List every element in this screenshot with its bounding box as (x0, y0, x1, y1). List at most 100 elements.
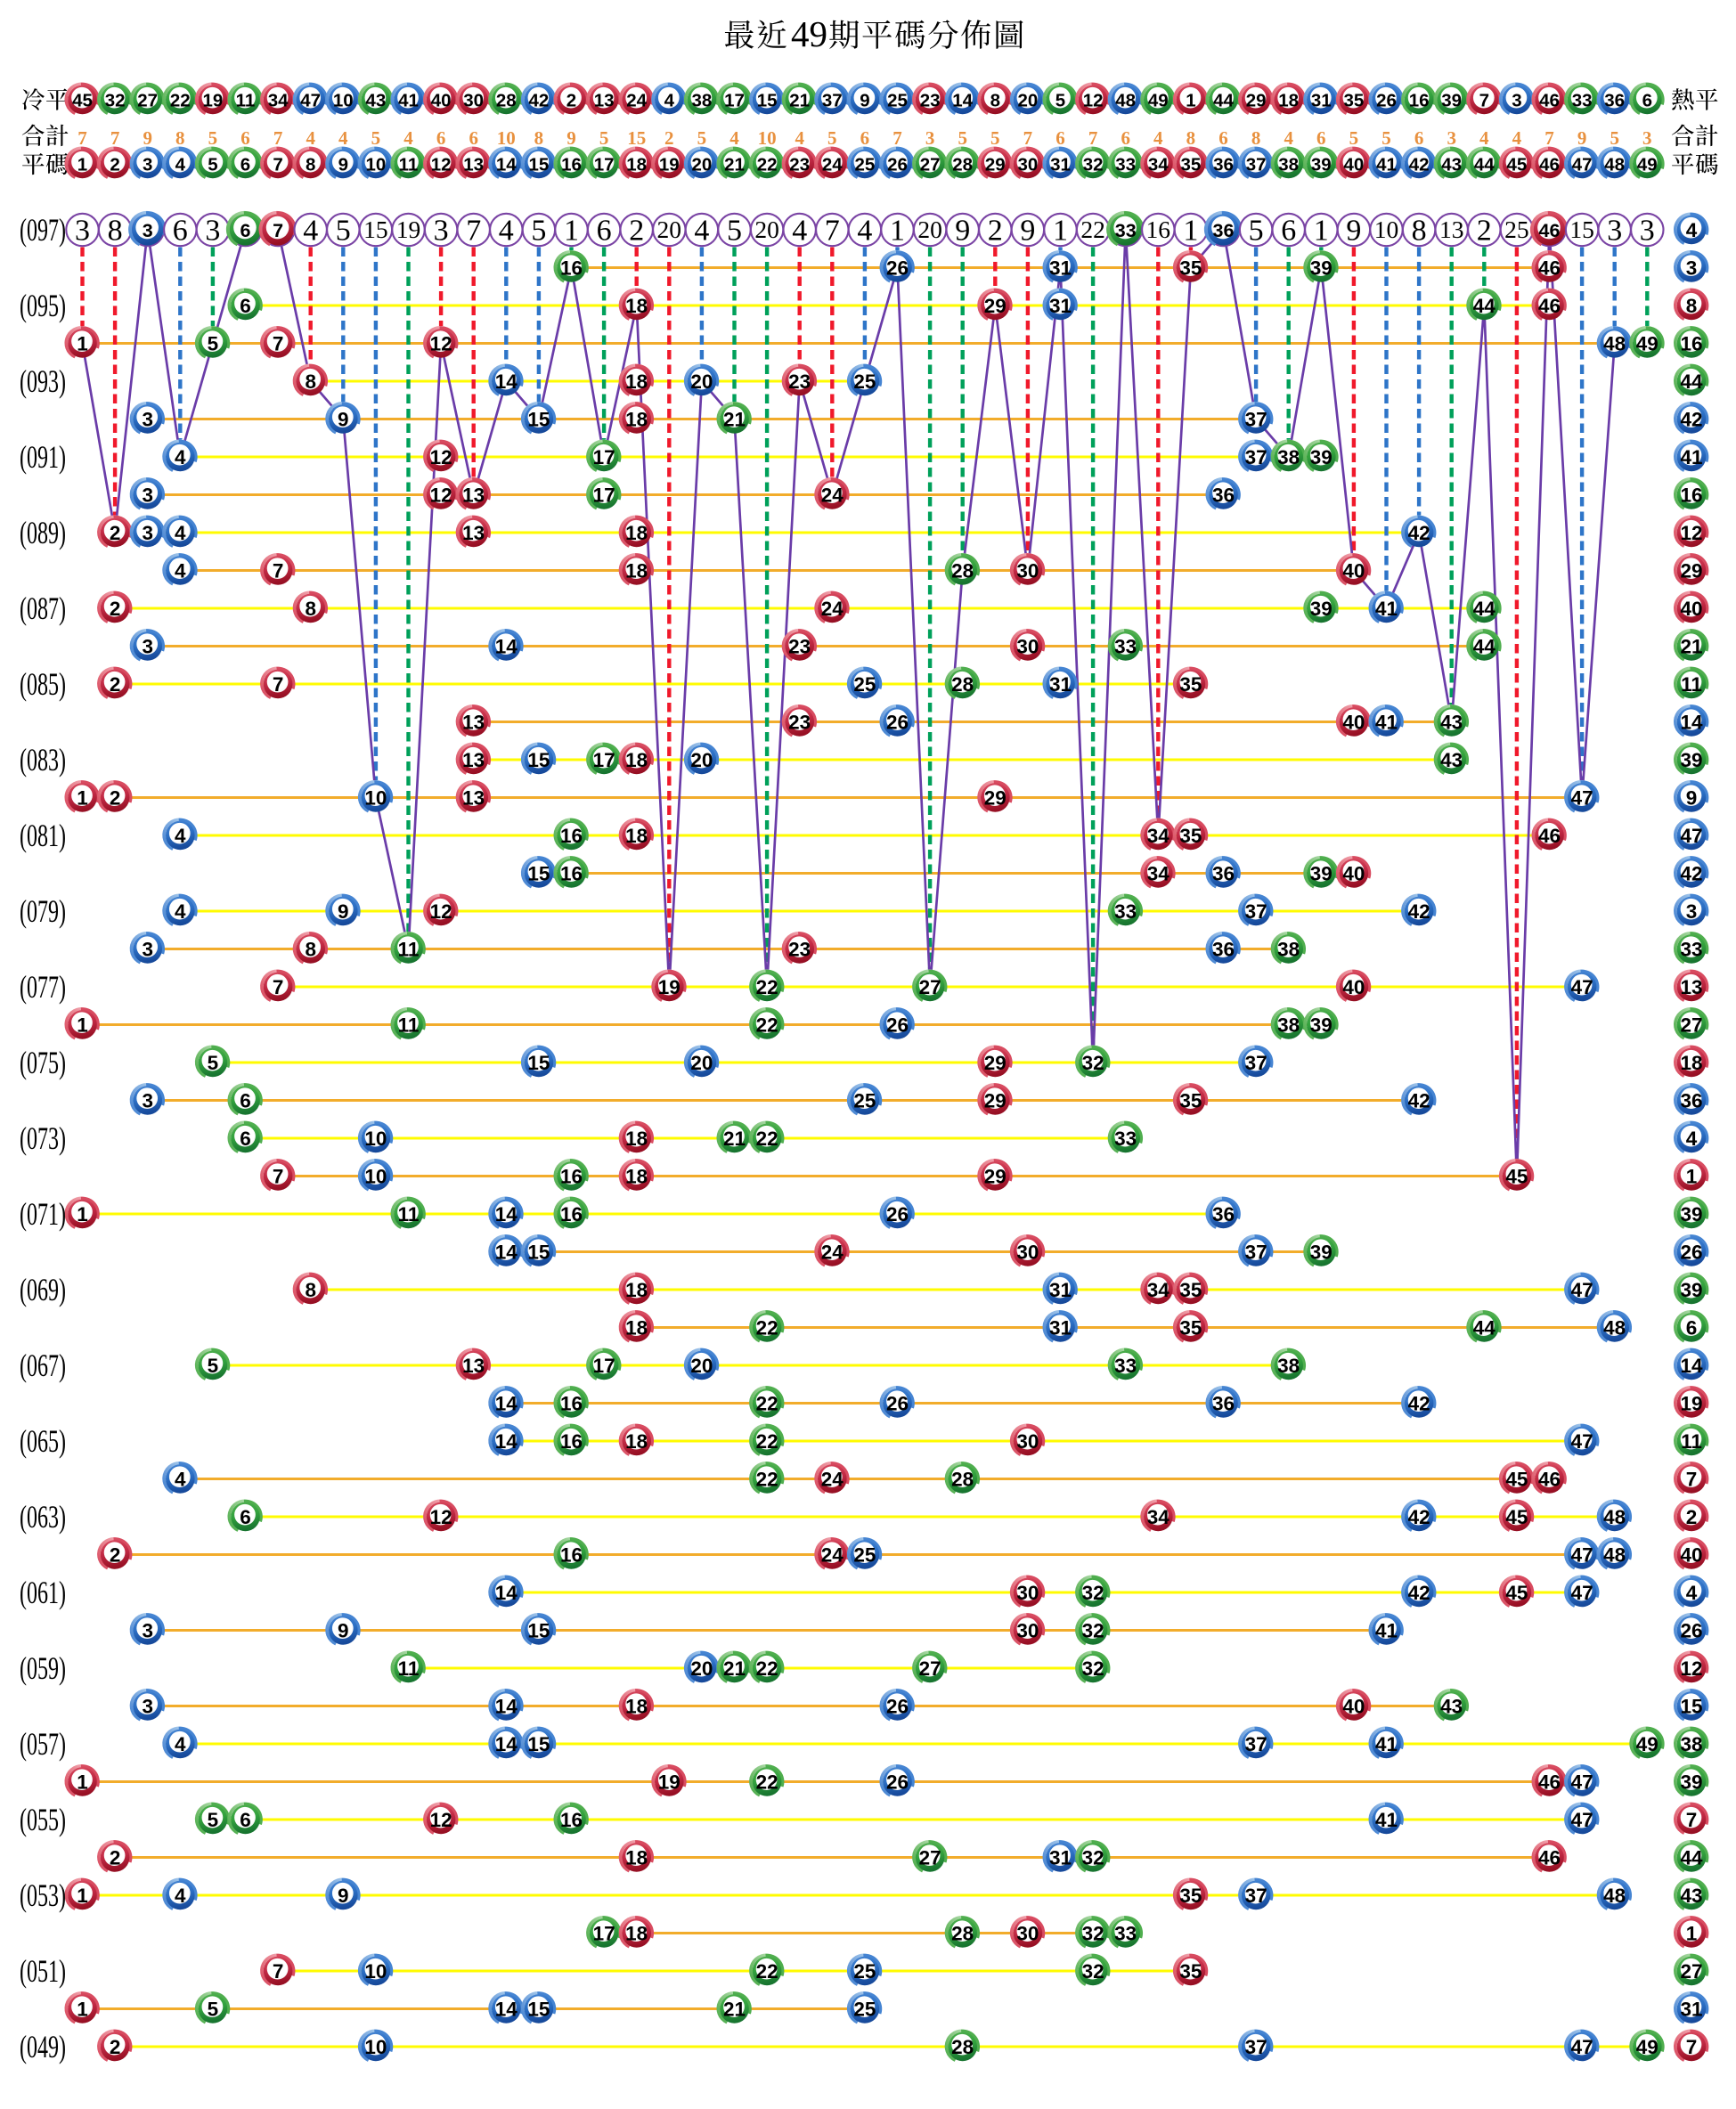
svg-text:36: 36 (1680, 1090, 1702, 1112)
svg-text:35: 35 (1179, 673, 1202, 696)
svg-text:9: 9 (955, 214, 970, 247)
svg-text:35: 35 (1179, 257, 1202, 280)
svg-text:43: 43 (1440, 1696, 1463, 1718)
svg-text:10: 10 (364, 1166, 387, 1188)
svg-text:36: 36 (1212, 863, 1235, 885)
svg-text:22: 22 (170, 91, 191, 111)
svg-text:11: 11 (1681, 1430, 1702, 1453)
svg-text:10: 10 (364, 1128, 387, 1150)
svg-text:48: 48 (1603, 333, 1626, 355)
svg-text:20: 20 (657, 216, 682, 243)
svg-text:17: 17 (593, 446, 615, 468)
svg-text:9: 9 (566, 127, 576, 149)
svg-text:6: 6 (1055, 127, 1065, 149)
svg-text:20: 20 (690, 370, 713, 393)
svg-text:31: 31 (1050, 155, 1071, 175)
svg-text:34: 34 (268, 91, 289, 111)
svg-text:1: 1 (77, 787, 88, 810)
svg-text:1: 1 (1686, 1923, 1698, 1945)
svg-text:30: 30 (1016, 560, 1039, 582)
svg-text:(063): (063) (20, 1499, 66, 1535)
svg-text:48: 48 (1603, 1506, 1626, 1528)
svg-text:9: 9 (338, 155, 348, 175)
svg-text:47: 47 (1680, 825, 1702, 847)
svg-text:5: 5 (371, 127, 381, 149)
svg-text:16: 16 (560, 863, 583, 885)
svg-text:36: 36 (1212, 939, 1235, 961)
svg-text:7: 7 (273, 1166, 284, 1188)
svg-text:47: 47 (1571, 976, 1593, 998)
svg-text:1: 1 (77, 1885, 88, 1907)
svg-text:21: 21 (723, 409, 746, 431)
svg-text:26: 26 (886, 1771, 909, 1794)
svg-text:14: 14 (952, 91, 973, 111)
svg-text:4: 4 (175, 1885, 186, 1907)
svg-text:29: 29 (984, 787, 1007, 810)
svg-text:43: 43 (1680, 1885, 1702, 1907)
svg-text:9: 9 (1577, 127, 1587, 149)
svg-text:5: 5 (697, 127, 707, 149)
svg-text:43: 43 (1440, 749, 1463, 771)
svg-text:30: 30 (1016, 1582, 1039, 1604)
svg-text:10: 10 (497, 127, 516, 149)
svg-text:4: 4 (1512, 127, 1522, 149)
svg-text:37: 37 (1245, 1052, 1267, 1074)
svg-text:19: 19 (658, 976, 681, 998)
svg-text:11: 11 (1681, 673, 1702, 696)
svg-text:8: 8 (990, 91, 1000, 111)
svg-text:(091): (091) (20, 439, 66, 475)
svg-text:42: 42 (528, 91, 549, 111)
svg-text:2: 2 (1477, 214, 1492, 247)
svg-text:41: 41 (1375, 712, 1398, 734)
svg-text:43: 43 (1441, 155, 1462, 175)
svg-text:30: 30 (463, 91, 484, 111)
svg-text:5: 5 (1249, 214, 1264, 247)
svg-text:4: 4 (403, 127, 413, 149)
svg-text:39: 39 (1310, 598, 1333, 620)
svg-text:6: 6 (240, 220, 251, 241)
svg-text:1: 1 (77, 1771, 88, 1794)
svg-text:32: 32 (1083, 155, 1104, 175)
svg-text:6: 6 (1414, 127, 1424, 149)
svg-text:33: 33 (1114, 636, 1137, 658)
svg-text:13: 13 (1439, 216, 1464, 243)
svg-text:7: 7 (273, 220, 283, 241)
svg-text:27: 27 (1680, 1014, 1702, 1037)
svg-text:(065): (065) (20, 1423, 66, 1459)
svg-text:4: 4 (175, 1469, 186, 1491)
svg-text:41: 41 (1375, 598, 1398, 620)
svg-text:6: 6 (860, 127, 870, 149)
svg-text:42: 42 (1408, 1506, 1430, 1528)
svg-text:14: 14 (495, 1733, 518, 1755)
svg-text:35: 35 (1179, 825, 1202, 847)
svg-text:5: 5 (1055, 91, 1065, 111)
svg-text:25: 25 (853, 1999, 876, 2021)
svg-text:25: 25 (853, 1960, 876, 1983)
svg-text:40: 40 (1343, 155, 1364, 175)
svg-text:15: 15 (1569, 216, 1594, 243)
svg-text:39: 39 (1310, 1014, 1333, 1037)
svg-text:43: 43 (1440, 712, 1463, 734)
svg-text:38: 38 (1680, 1733, 1702, 1755)
svg-text:11: 11 (398, 939, 420, 961)
svg-text:24: 24 (822, 155, 843, 175)
svg-text:28: 28 (951, 1469, 974, 1491)
svg-text:8: 8 (305, 370, 316, 393)
svg-text:31: 31 (1311, 91, 1332, 111)
svg-text:6: 6 (240, 127, 250, 149)
svg-text:16: 16 (1680, 484, 1702, 507)
svg-text:30: 30 (1016, 636, 1039, 658)
svg-text:15: 15 (527, 1999, 550, 2021)
svg-text:13: 13 (462, 749, 485, 771)
svg-text:16: 16 (560, 1203, 583, 1226)
svg-text:42: 42 (1408, 1393, 1430, 1415)
svg-text:5: 5 (208, 1355, 219, 1377)
svg-text:7: 7 (466, 214, 481, 247)
svg-text:39: 39 (1680, 1279, 1702, 1301)
svg-text:14: 14 (496, 155, 517, 175)
svg-text:30: 30 (1017, 155, 1038, 175)
svg-text:39: 39 (1680, 1203, 1702, 1226)
svg-text:15: 15 (527, 1052, 550, 1074)
svg-text:18: 18 (625, 1847, 648, 1869)
svg-text:7: 7 (273, 333, 284, 355)
